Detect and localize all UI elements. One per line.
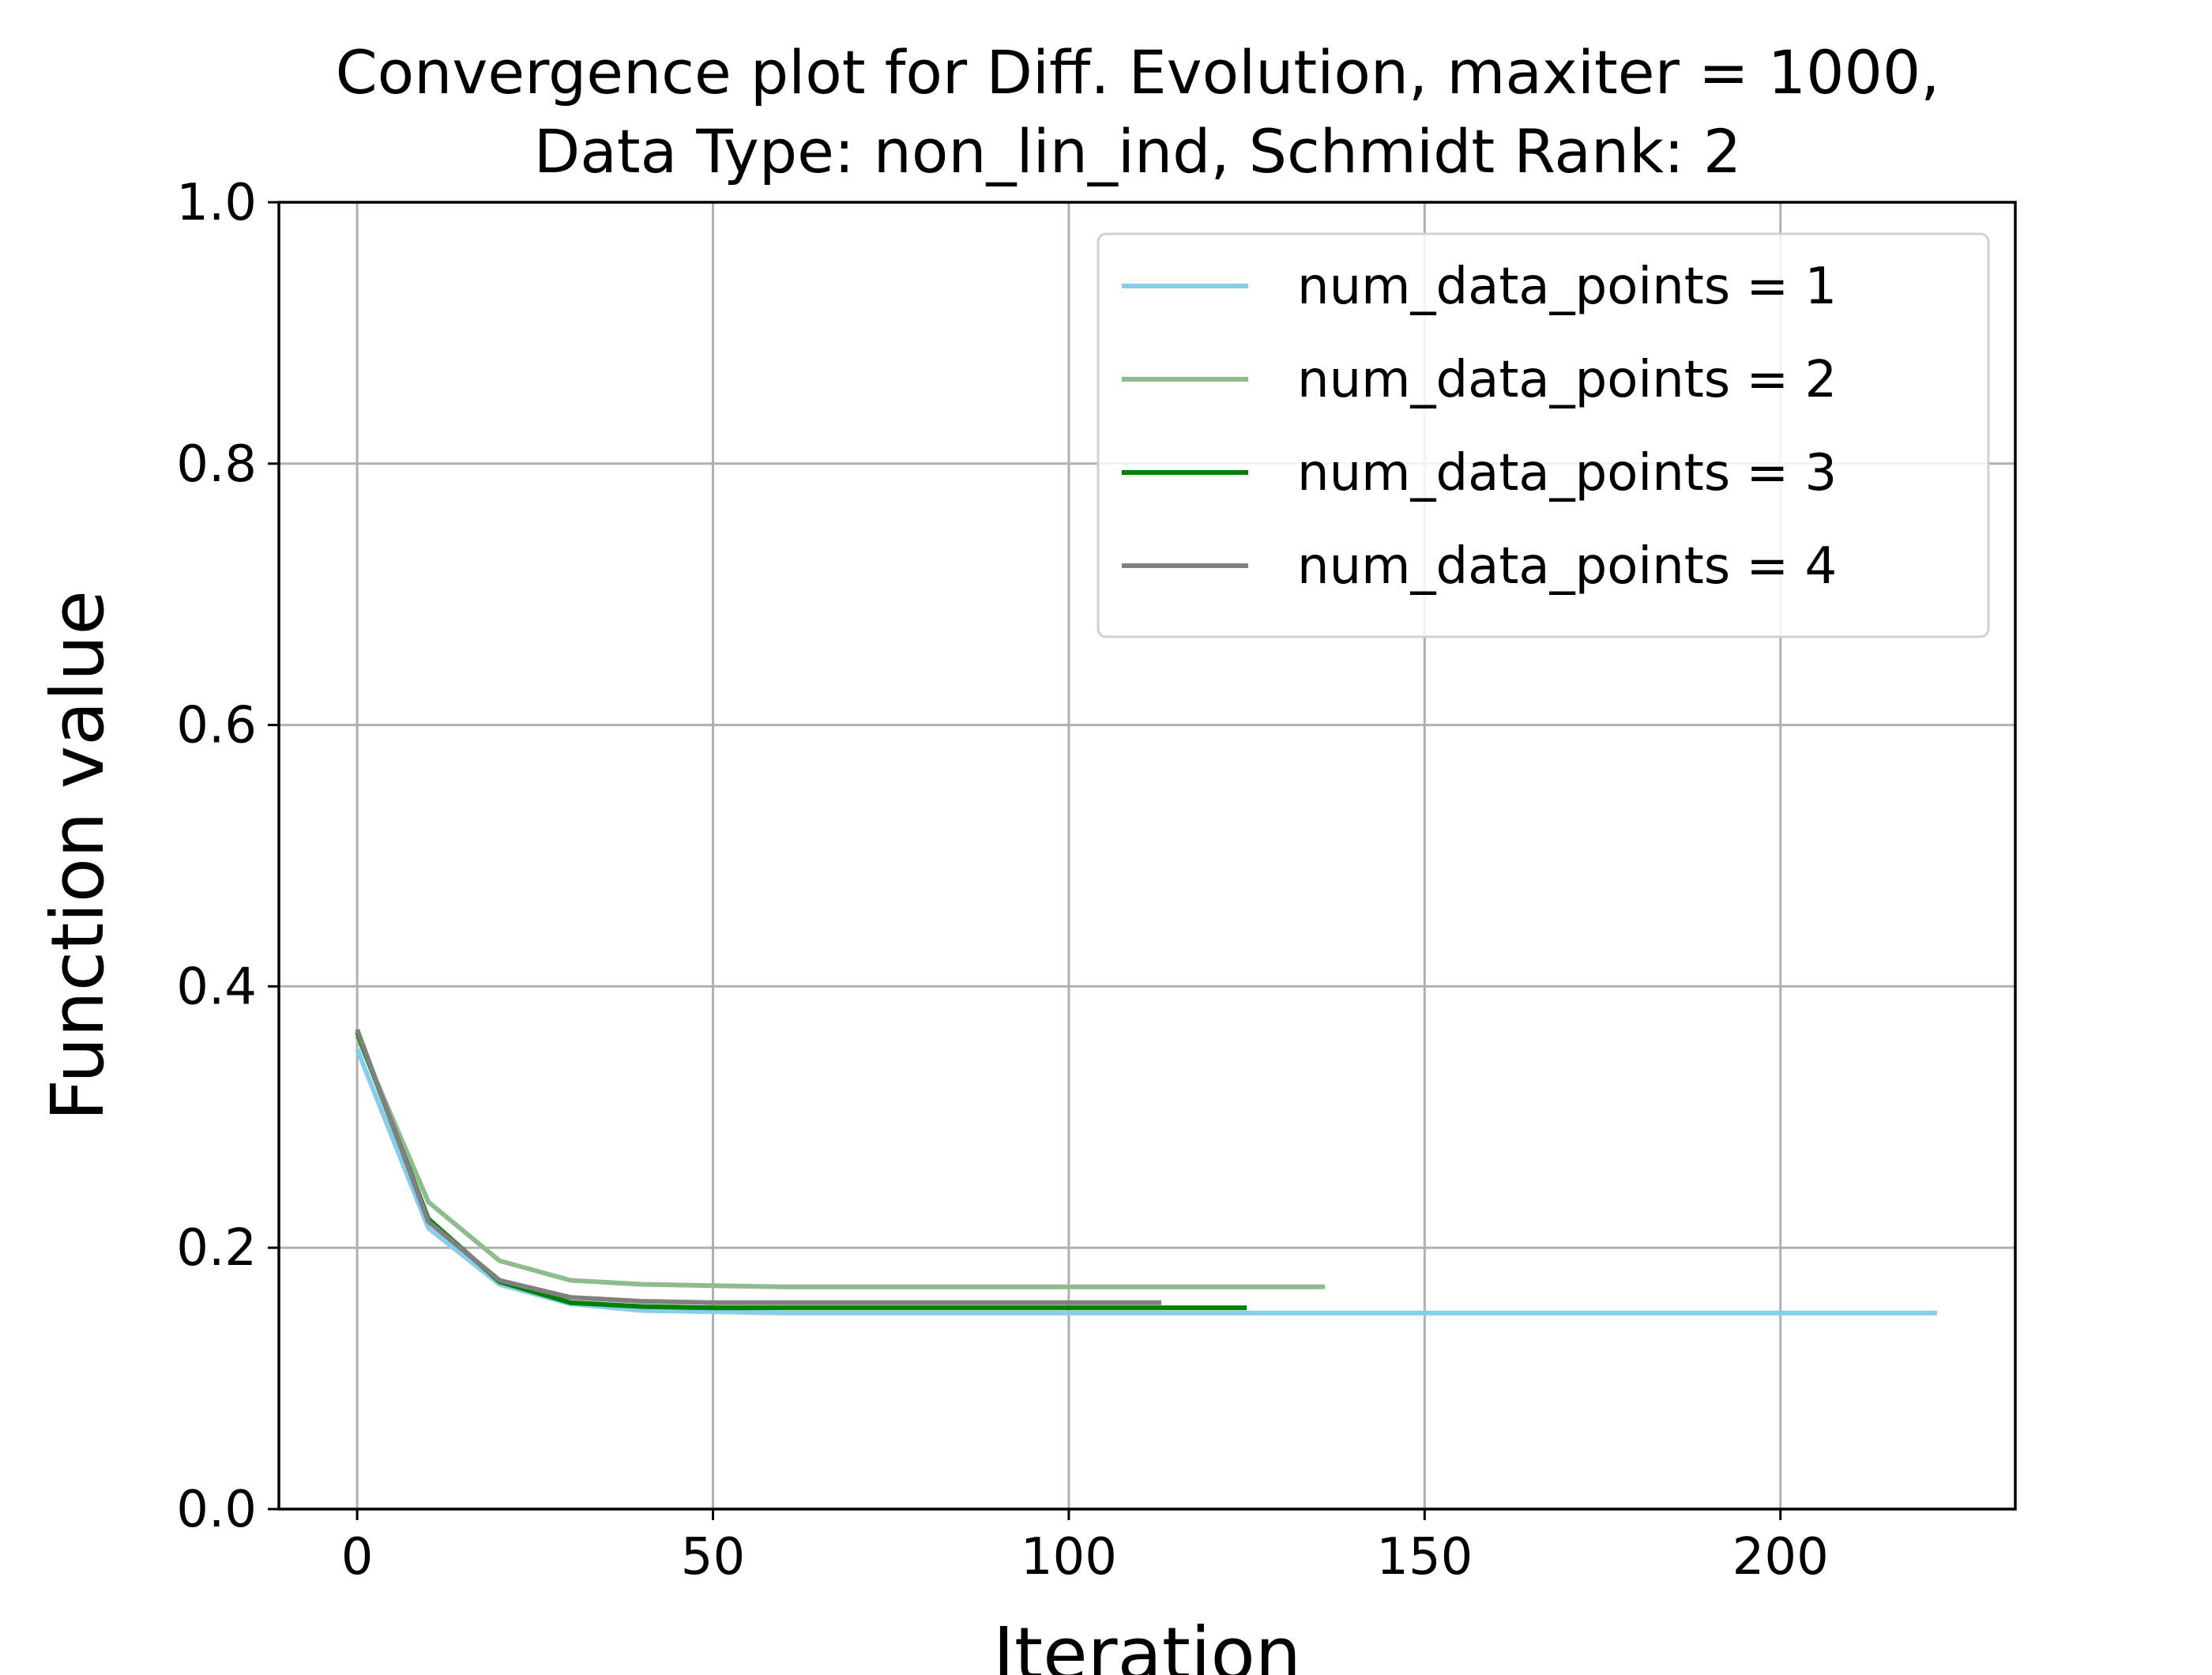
x-tick-label: 200 [1732,1528,1829,1587]
y-tick-label: 0.8 [176,435,257,494]
x-tick-label: 150 [1376,1528,1473,1587]
series-line-2 [355,1035,1326,1289]
x-tick-label: 100 [1021,1528,1117,1587]
axis-ticks: 0 50 100 150 200 0.0 0.2 0.4 0.6 0.8 1.0 [176,174,1829,1587]
y-tick-label: 0.4 [176,958,257,1016]
legend-label-4: num_data_points = 4 [1297,537,1837,596]
series-line-4 [355,1028,1161,1305]
chart-title-line-2: Data Type: non_lin_ind, Schmidt Rank: 2 [534,116,1742,186]
y-axis-label: Function value [36,590,120,1121]
series-line-3 [355,1031,1247,1311]
legend-label-3: num_data_points = 3 [1297,444,1837,502]
y-tick-label: 0.2 [176,1219,257,1278]
series-lines [355,1028,1937,1316]
legend: num_data_points = 1 num_data_points = 2 nu… [1097,232,1990,638]
plot-frame [277,201,2017,1511]
series-line-1 [355,1048,1937,1316]
legend-label-2: num_data_points = 2 [1297,351,1837,409]
legend-frame [1097,232,1990,638]
x-tick-label: 50 [681,1528,745,1587]
x-tick-label: 0 [341,1528,374,1587]
y-tick-label: 1.0 [176,174,257,232]
chart-title-line-1: Convergence plot for Diff. Evolution, ma… [336,37,1940,107]
chart-title: Convergence plot for Diff. Evolution, ma… [336,37,1940,186]
x-axis-label: Iteration [993,1612,1301,1675]
y-tick-label: 0.6 [176,697,257,755]
legend-label-1: num_data_points = 1 [1297,258,1837,316]
y-tick-label: 0.0 [176,1481,257,1539]
